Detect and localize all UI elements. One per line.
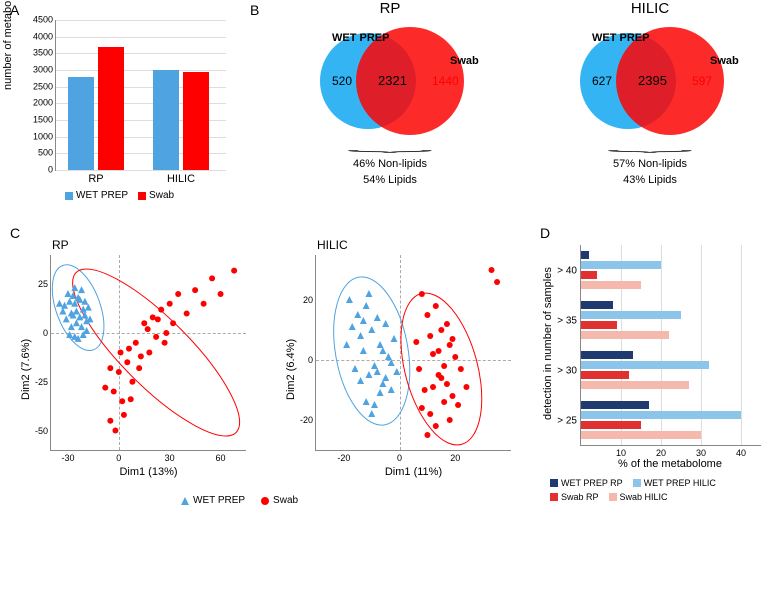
venn-diagram: WET PREP 627 2395 Swab 597: [550, 19, 750, 139]
venn-title: HILIC: [530, 0, 770, 17]
panel-b-label: B: [250, 2, 259, 18]
scatter-plot: -3003060-50-25025 Dim1 (13%): [50, 255, 246, 451]
hbar: [581, 301, 613, 309]
venn-footer: 46% Non-lipids54% Lipids: [270, 157, 510, 188]
scatter-ylabel: Dim2 (6.4%): [285, 339, 297, 400]
bar: [68, 77, 94, 170]
x-tick: 20: [450, 450, 460, 463]
y-category: > 35: [557, 316, 581, 327]
panel-c-legend: WET PREP Swab: [180, 495, 298, 506]
venn-diagram: WET PREP 520 2321 Swab 1440: [290, 19, 490, 139]
x-tick: 0: [116, 450, 121, 463]
scatter-xlabel: Dim1 (11%): [316, 466, 511, 478]
y-tick: 25: [38, 279, 51, 289]
panel-b-venn: RP WET PREP 520 2321 Swab 1440 ⏟ 46% Non…: [260, 0, 770, 210]
hbar: [581, 311, 681, 319]
x-tick: 0: [397, 450, 402, 463]
legend-item: Swab: [138, 190, 174, 201]
x-category: HILIC: [153, 170, 209, 185]
hbar: [581, 371, 629, 379]
x-tick: 20: [656, 445, 666, 458]
svg-text:520: 520: [332, 74, 352, 88]
y-tick: 4500: [23, 16, 56, 25]
y-tick: -50: [35, 426, 51, 436]
legend-item: Swab RP: [550, 492, 599, 502]
legend-item: WET PREP: [180, 495, 245, 506]
svg-text:WET PREP: WET PREP: [592, 32, 649, 44]
y-tick: 3500: [23, 49, 56, 58]
x-tick: 30: [165, 450, 175, 463]
panel-a-ylabel: number of metabolites: [2, 0, 14, 90]
panel-c-scatter: RP -3003060-50-25025 Dim1 (13%) Dim2 (7.…: [10, 240, 530, 530]
bar: [183, 72, 209, 170]
hbar: [581, 271, 597, 279]
x-tick: -30: [61, 450, 74, 463]
y-category: > 40: [557, 266, 581, 277]
hbar: [581, 261, 661, 269]
y-category: > 25: [557, 416, 581, 427]
brace-icon: ⏟: [0, 141, 780, 151]
x-tick: -20: [337, 450, 350, 463]
hbar: [581, 411, 741, 419]
y-tick: -25: [35, 377, 51, 387]
svg-text:2321: 2321: [378, 73, 407, 88]
x-tick: 60: [216, 450, 226, 463]
y-tick: 3000: [23, 66, 56, 75]
y-tick: 0: [23, 166, 56, 175]
panel-d-ylabel: detection in number of samples: [542, 267, 554, 420]
hbar: [581, 361, 709, 369]
legend-item: WET PREP: [65, 190, 128, 201]
venn-footer: 57% Non-lipids43% Lipids: [530, 157, 770, 188]
y-tick: 1000: [23, 132, 56, 141]
y-tick: 0: [43, 328, 51, 338]
svg-text:597: 597: [692, 74, 712, 88]
legend-item: WET PREP HILIC: [633, 478, 716, 488]
y-tick: 1500: [23, 116, 56, 125]
panel-c-label: C: [10, 225, 20, 241]
bar: [153, 70, 179, 170]
legend-item: WET PREP RP: [550, 478, 623, 488]
hbar: [581, 431, 701, 439]
svg-text:2395: 2395: [638, 73, 667, 88]
scatter-title: HILIC: [317, 238, 348, 252]
scatter-title: RP: [52, 238, 69, 252]
svg-text:Swab: Swab: [710, 55, 739, 67]
x-category: RP: [68, 170, 124, 185]
bar: [98, 47, 124, 170]
y-tick: -20: [300, 415, 316, 425]
y-tick: 2500: [23, 82, 56, 91]
y-category: > 30: [557, 366, 581, 377]
panel-d-legend: WET PREP RP WET PREP HILIC Swab RP Swab HIL…: [550, 478, 770, 502]
scatter-xlabel: Dim1 (13%): [51, 466, 246, 478]
venn-title: RP: [270, 0, 510, 17]
svg-text:WET PREP: WET PREP: [332, 32, 389, 44]
y-tick: 2000: [23, 99, 56, 108]
hbar: [581, 321, 617, 329]
legend-item: Swab HILIC: [609, 492, 668, 502]
svg-text:627: 627: [592, 74, 612, 88]
hbar: [581, 421, 641, 429]
x-tick: 10: [616, 445, 626, 458]
svg-text:1440: 1440: [432, 74, 459, 88]
panel-a-legend: WET PREP Swab: [65, 190, 174, 201]
legend-item: Swab: [260, 495, 298, 506]
hbar: [581, 381, 689, 389]
scatter-ylabel: Dim2 (7.6%): [20, 339, 32, 400]
y-tick: 4000: [23, 32, 56, 41]
x-tick: 30: [696, 445, 706, 458]
svg-text:Swab: Swab: [450, 55, 479, 67]
y-tick: 20: [303, 295, 316, 305]
panel-d-xlabel: % of the metabolome: [580, 458, 760, 470]
panel-d-label: D: [540, 225, 550, 241]
x-tick: 40: [736, 445, 746, 458]
scatter-plot: -20020-20020 Dim1 (11%): [315, 255, 511, 451]
panel-d-hbar: 10 20 30 40 > 40 > 35 > 30 > 25 % of the metabo…: [545, 240, 770, 550]
hbar: [581, 251, 589, 259]
hbar: [581, 281, 641, 289]
hbar: [581, 401, 649, 409]
hbar: [581, 351, 633, 359]
y-tick: 0: [308, 355, 316, 365]
panel-a-barchart: number of metabolites 050010001500200025…: [10, 15, 230, 215]
hbar: [581, 331, 669, 339]
